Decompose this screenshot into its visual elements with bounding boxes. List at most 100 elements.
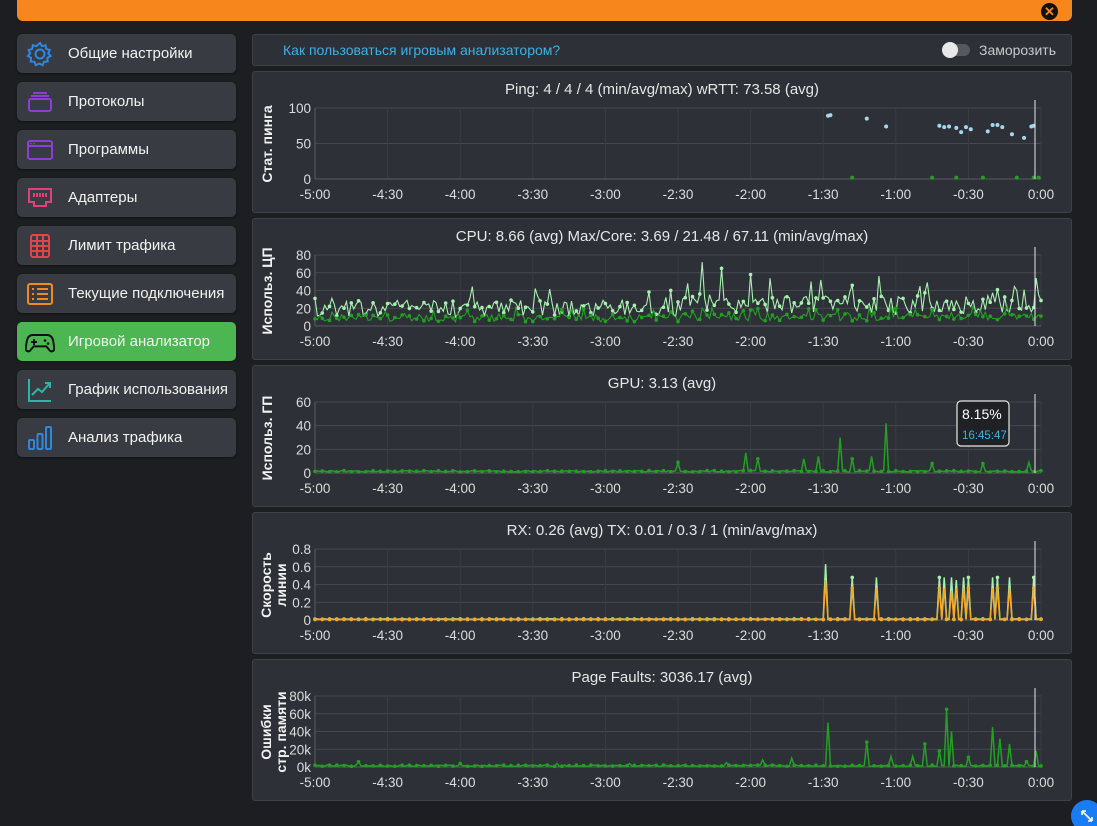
data-point (422, 763, 426, 768)
close-icon[interactable]: ✕ (1041, 3, 1058, 20)
data-point (458, 617, 462, 622)
data-point (545, 617, 550, 622)
data-point (618, 763, 622, 768)
sidebar-item-label: Анализ трафика (68, 429, 183, 446)
data-point (915, 470, 920, 474)
sidebar-item-label: График использования (68, 381, 228, 398)
sidebar-item-protocols[interactable]: Протоколы (17, 82, 236, 121)
data-point (668, 469, 673, 474)
sidebar-item-traffic-analysis[interactable]: Анализ трафика (17, 418, 236, 457)
data-point (719, 469, 724, 473)
data-point (1036, 175, 1041, 180)
data-point (1024, 617, 1029, 622)
data-point (567, 315, 571, 320)
data-point (407, 306, 412, 311)
data-point (792, 763, 796, 767)
series-0 (313, 423, 1043, 474)
data-point (792, 468, 796, 473)
data-point (1010, 312, 1014, 317)
data-point (756, 617, 760, 622)
data-point (872, 469, 876, 473)
data-point (661, 763, 666, 767)
data-point (821, 617, 825, 622)
y-tick-label: 80 (296, 248, 311, 263)
data-point (349, 764, 354, 769)
y-axis-label: Скоростьлинии (258, 552, 289, 618)
data-point (937, 123, 942, 128)
data-point (487, 468, 492, 473)
data-point (647, 290, 651, 294)
cpu-chart-panel: CPU: 8.66 (avg) Max/Core: 3.69 / 21.48 /… (252, 218, 1072, 360)
data-point (603, 301, 608, 306)
data-point (429, 617, 433, 622)
data-point (567, 469, 571, 474)
data-point (683, 469, 688, 474)
data-point (792, 617, 796, 622)
sidebar: Общие настройки Протоколы Программы Адап… (17, 34, 236, 466)
data-point (683, 763, 688, 768)
data-point (480, 314, 484, 318)
data-point (990, 123, 995, 128)
data-point (995, 575, 1000, 580)
x-tick-label: -4:30 (372, 481, 403, 496)
data-point (1010, 617, 1014, 622)
data-point (654, 617, 659, 622)
data-point (639, 308, 644, 313)
series-0 (313, 707, 1043, 769)
gear-icon (25, 39, 55, 69)
sidebar-item-adapters[interactable]: Адаптеры (17, 178, 236, 217)
data-point (480, 469, 484, 474)
x-tick-label: -2:00 (735, 481, 766, 496)
data-point (356, 298, 361, 303)
data-point (988, 470, 992, 474)
y-axis-label: Ошибкистр. памяти (258, 691, 289, 772)
data-point (400, 763, 404, 767)
sidebar-item-game-analyzer[interactable]: Игровой анализатор (17, 322, 236, 361)
data-point (843, 468, 847, 473)
sidebar-item-traffic-limit[interactable]: Лимит трафика (17, 226, 236, 265)
sidebar-item-usage-graph[interactable]: График использования (17, 370, 236, 409)
sidebar-item-general-settings[interactable]: Общие настройки (17, 34, 236, 73)
data-point (647, 313, 651, 318)
data-point (552, 617, 557, 622)
data-point (985, 129, 990, 134)
data-point (364, 469, 368, 474)
expand-icon[interactable] (1071, 800, 1097, 826)
data-point (923, 617, 927, 622)
data-point (538, 314, 542, 319)
data-point (705, 764, 709, 768)
data-point (857, 617, 862, 622)
data-point (886, 617, 891, 622)
data-point (342, 468, 346, 473)
data-point (531, 764, 535, 768)
data-point (908, 469, 913, 474)
sidebar-item-label: Протоколы (68, 93, 145, 110)
data-point (356, 617, 361, 622)
data-point (923, 470, 927, 474)
data-point (538, 763, 542, 768)
data-point (799, 301, 804, 305)
help-link[interactable]: Как пользоваться игровым анализатором? (283, 42, 561, 58)
data-point (741, 763, 746, 768)
stack-icon (25, 87, 55, 117)
data-point (676, 300, 680, 304)
data-point (393, 315, 397, 320)
x-tick-label: -4:30 (372, 334, 403, 349)
data-point (661, 468, 666, 473)
sidebar-item-current-connections[interactable]: Текущие подключения (17, 274, 236, 313)
data-point (596, 316, 600, 321)
data-point (603, 617, 608, 622)
data-point (342, 617, 346, 622)
data-point (770, 468, 775, 473)
freeze-toggle[interactable] (941, 42, 970, 58)
data-point (734, 310, 738, 315)
data-point (581, 763, 586, 768)
data-point (828, 617, 833, 622)
data-point (799, 469, 804, 474)
x-tick-label: -3:00 (590, 775, 621, 790)
data-point (952, 307, 956, 312)
data-point (966, 301, 971, 306)
sidebar-item-programs[interactable]: Программы (17, 130, 236, 169)
tooltip-box (956, 400, 1010, 447)
network-chart: RX: 0.26 (avg) TX: 0.01 / 0.3 / 1 (min/a… (258, 522, 1054, 643)
